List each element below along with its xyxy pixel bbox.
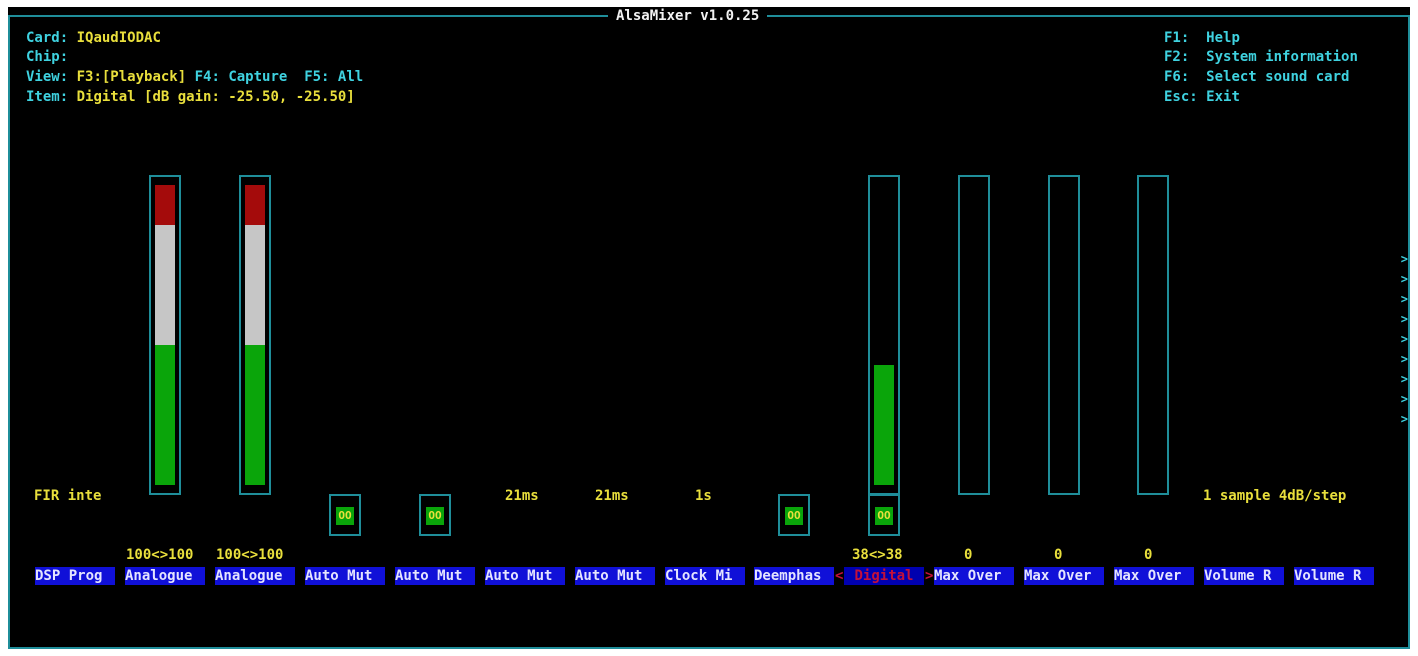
help-f6: F6: Select sound card <box>1164 68 1349 86</box>
auto-mute-2-switch[interactable]: OO <box>419 494 451 536</box>
card-label: Card: <box>26 30 69 46</box>
max-over-3-bar[interactable] <box>1137 175 1169 495</box>
auto-mute-time-2-value: 21ms <box>595 488 629 504</box>
control-auto-mute-3[interactable]: Auto Mut <box>485 567 565 585</box>
switch-state: OO <box>785 507 803 525</box>
max-over-1-bar[interactable] <box>958 175 990 495</box>
bar-green-segment <box>245 345 265 485</box>
analogue-1-bar[interactable] <box>149 175 181 495</box>
view-playback[interactable]: F3:[Playback] <box>76 69 187 85</box>
card-line: Card: IQaudIODAC <box>26 29 161 47</box>
control-auto-mute-1[interactable]: Auto Mut <box>305 567 385 585</box>
frame-bottom <box>8 647 1410 649</box>
analogue-2-value: 100<>100 <box>216 547 284 563</box>
control-digital[interactable]: Digital <box>844 567 924 585</box>
help-text: Exit <box>1206 89 1240 105</box>
bar-red-segment <box>155 185 175 225</box>
control-dsp-program[interactable]: DSP Prog <box>35 567 115 585</box>
help-text: System information <box>1206 49 1358 65</box>
help-key: F1: <box>1164 30 1190 46</box>
help-key: F6: <box>1164 69 1190 85</box>
control-deemphasis[interactable]: Deemphas <box>754 567 834 585</box>
scroll-right-icon[interactable]: > <box>1400 352 1408 366</box>
switch-state: OO <box>426 507 444 525</box>
terminal-window: AlsaMixer v1.0.25 Card: IQaudIODAC Chip:… <box>8 7 1410 649</box>
help-key: Esc: <box>1164 89 1198 105</box>
view-line: View: F3:[Playback] F4: Capture F5: All <box>26 68 363 86</box>
control-volume-ramp-2[interactable]: Volume R <box>1294 567 1374 585</box>
max-over-2-bar[interactable] <box>1048 175 1080 495</box>
bar-white-segment <box>155 225 175 345</box>
help-esc: Esc: Exit <box>1164 88 1240 106</box>
item-value: Digital [dB gain: -25.50, -25.50] <box>76 89 355 105</box>
control-analogue-2[interactable]: Analogue <box>215 567 295 585</box>
scroll-right-icon[interactable]: > <box>1400 252 1408 266</box>
bar-white-segment <box>245 225 265 345</box>
volume-ramp-1-value: 1 sample <box>1203 488 1271 504</box>
control-auto-mute-4[interactable]: Auto Mut <box>575 567 655 585</box>
volume-ramp-value: 1 sample 4dB/step <box>1203 487 1346 505</box>
frame-right <box>1408 15 1410 649</box>
analogue-2-bar[interactable] <box>239 175 271 495</box>
digital-bar[interactable] <box>868 175 900 495</box>
control-max-over-3[interactable]: Max Over <box>1114 567 1194 585</box>
help-key: F2: <box>1164 49 1190 65</box>
dsp-prog-value: FIR inte <box>34 488 102 504</box>
item-line: Item: Digital [dB gain: -25.50, -25.50] <box>26 88 355 106</box>
switch-state: OO <box>875 507 893 525</box>
help-f1: F1: Help <box>1164 29 1240 47</box>
card-value: IQaudIODAC <box>76 30 161 46</box>
deemphasis-switch[interactable]: OO <box>778 494 810 536</box>
scroll-right-icon[interactable]: > <box>1400 412 1408 426</box>
help-f2: F2: System information <box>1164 48 1358 66</box>
selection-marker-left: < <box>835 568 844 584</box>
help-text: Help <box>1206 30 1240 46</box>
control-clock-missing[interactable]: Clock Mi <box>665 567 745 585</box>
help-text: Select sound card <box>1206 69 1350 85</box>
scroll-right-icon[interactable]: > <box>1400 392 1408 406</box>
window-title: AlsaMixer v1.0.25 <box>608 7 768 25</box>
control-volume-ramp-1[interactable]: Volume R <box>1204 567 1284 585</box>
bar-green-segment <box>874 365 894 485</box>
control-max-over-1[interactable]: Max Over <box>934 567 1014 585</box>
clock-missing-value: 1s <box>695 488 712 504</box>
volume-ramp-2-value: 4dB/step <box>1278 488 1347 504</box>
max-over-1-value: 0 <box>964 547 973 563</box>
digital-value: 38<>38 <box>852 547 903 563</box>
view-all[interactable]: F5: All <box>304 69 364 85</box>
scroll-right-icon[interactable]: > <box>1400 372 1408 386</box>
frame-left <box>8 15 10 649</box>
auto-mute-time-1-value: 21ms <box>505 488 539 504</box>
scroll-right-icon[interactable]: > <box>1400 332 1408 346</box>
scroll-right-icon[interactable]: > <box>1400 292 1408 306</box>
control-analogue-1[interactable]: Analogue <box>125 567 205 585</box>
max-over-2-value: 0 <box>1054 547 1063 563</box>
chip-line: Chip: <box>26 48 77 66</box>
digital-switch[interactable]: OO <box>868 494 900 536</box>
control-auto-mute-2[interactable]: Auto Mut <box>395 567 475 585</box>
selection-marker-right: > <box>925 568 934 584</box>
chip-label: Chip: <box>26 49 69 65</box>
item-label: Item: <box>26 89 69 105</box>
switch-state: OO <box>336 507 354 525</box>
max-over-3-value: 0 <box>1144 547 1153 563</box>
scroll-right-icon[interactable]: > <box>1400 312 1408 326</box>
bar-green-segment <box>155 345 175 485</box>
analogue-1-value: 100<>100 <box>126 547 194 563</box>
view-label: View: <box>26 69 69 85</box>
scroll-right-icon[interactable]: > <box>1400 272 1408 286</box>
auto-mute-1-switch[interactable]: OO <box>329 494 361 536</box>
view-capture[interactable]: F4: Capture <box>194 69 288 85</box>
bar-red-segment <box>245 185 265 225</box>
control-max-over-2[interactable]: Max Over <box>1024 567 1104 585</box>
